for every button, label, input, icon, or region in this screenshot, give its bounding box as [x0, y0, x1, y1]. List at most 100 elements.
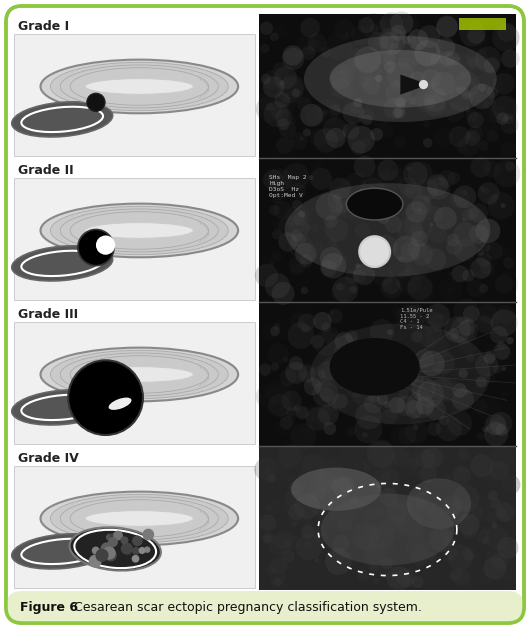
Circle shape: [355, 403, 382, 430]
Circle shape: [423, 120, 431, 128]
Circle shape: [291, 503, 313, 524]
Circle shape: [336, 283, 343, 291]
Circle shape: [479, 257, 498, 276]
Circle shape: [430, 528, 453, 551]
Circle shape: [462, 218, 466, 221]
Circle shape: [458, 320, 475, 336]
Circle shape: [453, 467, 471, 485]
Circle shape: [479, 496, 504, 521]
Circle shape: [271, 186, 278, 193]
Circle shape: [399, 30, 406, 36]
Circle shape: [446, 49, 452, 55]
Circle shape: [500, 116, 519, 134]
Circle shape: [309, 473, 328, 492]
Circle shape: [325, 218, 348, 242]
Circle shape: [339, 362, 352, 376]
Circle shape: [425, 337, 449, 361]
Circle shape: [304, 48, 312, 56]
Circle shape: [381, 557, 393, 569]
Circle shape: [367, 544, 387, 565]
Bar: [460, 18, 506, 30]
Circle shape: [269, 205, 280, 216]
Circle shape: [379, 75, 388, 85]
Circle shape: [393, 320, 401, 328]
Circle shape: [404, 213, 432, 242]
Circle shape: [402, 36, 410, 44]
Circle shape: [304, 377, 322, 395]
Circle shape: [285, 535, 300, 550]
Circle shape: [273, 201, 292, 219]
Circle shape: [347, 381, 364, 398]
Circle shape: [358, 17, 375, 33]
Circle shape: [357, 501, 365, 510]
Circle shape: [478, 140, 489, 151]
Circle shape: [467, 126, 483, 142]
Circle shape: [426, 98, 436, 108]
Circle shape: [355, 415, 382, 443]
Circle shape: [315, 558, 319, 562]
Circle shape: [272, 62, 289, 79]
Circle shape: [330, 208, 336, 214]
Circle shape: [470, 258, 491, 279]
Circle shape: [483, 344, 511, 372]
Circle shape: [390, 166, 404, 181]
Circle shape: [283, 357, 288, 362]
Circle shape: [496, 113, 508, 125]
Circle shape: [435, 478, 446, 489]
Circle shape: [422, 487, 430, 495]
Circle shape: [359, 109, 374, 124]
Circle shape: [485, 414, 506, 435]
Circle shape: [317, 523, 338, 544]
Circle shape: [344, 32, 349, 36]
Circle shape: [384, 401, 390, 408]
Circle shape: [413, 525, 425, 537]
Circle shape: [325, 33, 352, 60]
Circle shape: [364, 394, 383, 413]
Circle shape: [407, 391, 435, 418]
Circle shape: [347, 48, 368, 69]
Circle shape: [427, 506, 435, 515]
Circle shape: [378, 565, 390, 576]
Circle shape: [418, 25, 440, 48]
Circle shape: [487, 87, 498, 98]
Circle shape: [453, 383, 467, 398]
Circle shape: [315, 113, 324, 121]
Ellipse shape: [407, 479, 471, 529]
Circle shape: [373, 35, 394, 56]
Circle shape: [68, 360, 143, 435]
Circle shape: [144, 547, 151, 553]
Circle shape: [378, 28, 405, 55]
Circle shape: [423, 87, 448, 112]
Circle shape: [492, 285, 500, 292]
Circle shape: [501, 367, 506, 371]
Circle shape: [263, 325, 277, 340]
Circle shape: [413, 398, 426, 411]
Circle shape: [489, 106, 507, 123]
Circle shape: [403, 162, 428, 186]
Circle shape: [92, 547, 100, 555]
Circle shape: [385, 216, 402, 233]
Circle shape: [273, 577, 282, 586]
Circle shape: [415, 88, 437, 110]
Circle shape: [278, 232, 297, 252]
Circle shape: [266, 498, 281, 514]
Ellipse shape: [12, 390, 113, 425]
Circle shape: [477, 531, 490, 543]
Circle shape: [279, 403, 299, 423]
Circle shape: [322, 355, 349, 382]
Circle shape: [417, 94, 436, 113]
Circle shape: [352, 382, 376, 406]
Circle shape: [349, 286, 357, 293]
Circle shape: [391, 169, 405, 183]
Circle shape: [482, 426, 488, 433]
Circle shape: [373, 467, 400, 494]
Circle shape: [272, 216, 287, 231]
Circle shape: [398, 256, 404, 262]
Circle shape: [292, 200, 302, 210]
Circle shape: [449, 126, 470, 147]
FancyBboxPatch shape: [6, 6, 524, 623]
Circle shape: [354, 264, 375, 286]
Circle shape: [466, 259, 480, 274]
Circle shape: [396, 395, 417, 416]
Circle shape: [356, 189, 375, 208]
